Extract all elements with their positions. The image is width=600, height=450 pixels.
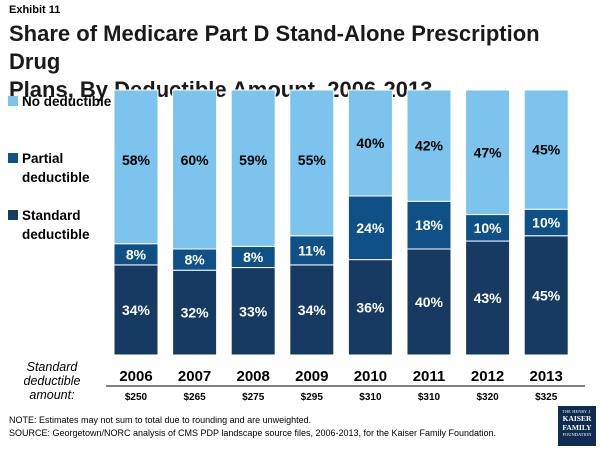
bar-segment-standard-deductible-2006 — [113, 264, 159, 356]
legend-swatch-standard-deductible — [8, 210, 18, 220]
data-label-no-deductible-2007: 60% — [181, 152, 210, 168]
data-label-partial-deductible-2010: 24% — [356, 220, 385, 236]
data-label-standard-deductible-2007: 32% — [181, 305, 210, 321]
deductible-amount-2008: $275 — [242, 392, 265, 403]
data-label-partial-deductible-2007: 8% — [184, 252, 205, 268]
deductible-amount-2009: $295 — [301, 392, 324, 403]
data-label-no-deductible-2011: 42% — [415, 138, 444, 154]
deductible-amount-2011: $310 — [418, 392, 441, 403]
x-tick-label-2006: 2006 — [119, 368, 152, 385]
data-label-no-deductible-2013: 45% — [532, 142, 561, 158]
data-label-standard-deductible-2010: 36% — [356, 299, 385, 315]
logo-line-family: FAMILY — [562, 423, 592, 432]
kff-logo: THE HENRY J. KAISER FAMILY FOUNDATION — [558, 406, 596, 446]
bar-segment-no-deductible-2010 — [347, 89, 393, 197]
footnote-source: SOURCE: Georgetown/NORC analysis of CMS … — [9, 428, 497, 438]
x-tick-label-2009: 2009 — [295, 368, 328, 385]
x-tick-label-2011: 2011 — [413, 368, 446, 385]
deductible-amount-2010: $310 — [359, 392, 382, 403]
stacked-bar-chart: 34% 8% 58% 2006 $250 32% 8% 60% 2007 $265 33% 8% 59%… — [24, 89, 585, 403]
data-label-no-deductible-2010: 40% — [356, 135, 385, 151]
bar-segment-partial-deductible-2011 — [406, 200, 452, 250]
data-label-standard-deductible-2013: 45% — [532, 287, 561, 303]
bar-segment-no-deductible-2006 — [113, 89, 159, 245]
bar-segment-standard-deductible-2011 — [406, 248, 452, 356]
data-label-standard-deductible-2006: 34% — [122, 302, 151, 318]
logo-line-foundation: FOUNDATION — [562, 432, 592, 437]
bar-segment-partial-deductible-2009 — [289, 235, 335, 266]
x-tick-label-2010: 2010 — [354, 368, 387, 385]
bar-segment-standard-deductible-2009 — [289, 264, 335, 356]
bar-segment-no-deductible-2012 — [465, 89, 511, 216]
legend-label-standard-deductible: Standard deductible — [22, 208, 90, 242]
bar-segment-no-deductible-2007 — [172, 89, 218, 250]
x-tick-label-2007: 2007 — [178, 368, 211, 385]
bar-segment-no-deductible-2013 — [523, 89, 569, 210]
data-label-standard-deductible-2012: 43% — [474, 290, 503, 306]
bar-segment-no-deductible-2009 — [289, 89, 335, 237]
x-tick-label-2013: 2013 — [530, 368, 563, 385]
legend-swatch-partial-deductible — [8, 153, 18, 163]
logo-small-text: THE HENRY J. — [562, 409, 592, 414]
legend-swatch-no-deductible — [8, 96, 18, 106]
deductible-amount-2012: $320 — [476, 392, 499, 403]
chart-title-line-1: Share of Medicare Part D Stand-Alone Pre… — [9, 21, 540, 74]
data-label-no-deductible-2006: 58% — [122, 152, 151, 168]
x-tick-label-2012: 2012 — [471, 368, 504, 385]
data-label-standard-deductible-2009: 34% — [298, 302, 327, 318]
data-label-standard-deductible-2008: 33% — [239, 303, 268, 319]
data-label-partial-deductible-2011: 18% — [415, 217, 444, 233]
row-label-line-1: Standard — [27, 360, 79, 374]
footnote-note: NOTE: Estimates may not sum to total due… — [9, 415, 312, 425]
bar-segment-no-deductible-2011 — [406, 89, 452, 202]
bar-segment-standard-deductible-2007 — [172, 269, 218, 356]
legend-label-no-deductible: No deductible — [22, 94, 112, 109]
deductible-amount-2007: $265 — [183, 392, 206, 403]
data-label-partial-deductible-2012: 10% — [474, 220, 503, 236]
row-label-line-2: deductible — [24, 374, 81, 388]
row-label-line-3: amount: — [29, 388, 74, 402]
data-label-partial-deductible-2006: 8% — [126, 246, 147, 262]
bar-segment-no-deductible-2008 — [230, 89, 276, 247]
data-label-no-deductible-2008: 59% — [239, 152, 268, 168]
legend-label-partial-deductible: Partial deductible — [22, 151, 90, 185]
bar-segment-partial-deductible-2013 — [523, 208, 569, 237]
data-label-standard-deductible-2011: 40% — [415, 294, 444, 310]
bar-segment-partial-deductible-2010 — [347, 195, 393, 261]
logo-line-kaiser: KAISER — [562, 414, 592, 423]
data-label-no-deductible-2009: 55% — [298, 152, 327, 168]
deductible-amount-2013: $325 — [535, 392, 558, 403]
x-tick-label-2008: 2008 — [237, 368, 270, 385]
data-label-partial-deductible-2013: 10% — [532, 215, 561, 231]
deductible-amount-2006: $250 — [125, 392, 148, 403]
bar-segment-standard-deductible-2008 — [230, 267, 276, 356]
bar-segment-standard-deductible-2010 — [347, 259, 393, 356]
data-label-partial-deductible-2008: 8% — [243, 249, 264, 265]
data-label-no-deductible-2012: 47% — [474, 144, 503, 160]
bar-segment-standard-deductible-2012 — [465, 240, 511, 356]
bar-segment-standard-deductible-2013 — [523, 235, 569, 356]
data-label-partial-deductible-2009: 11% — [298, 242, 326, 258]
exhibit-label: Exhibit 11 — [9, 4, 61, 16]
